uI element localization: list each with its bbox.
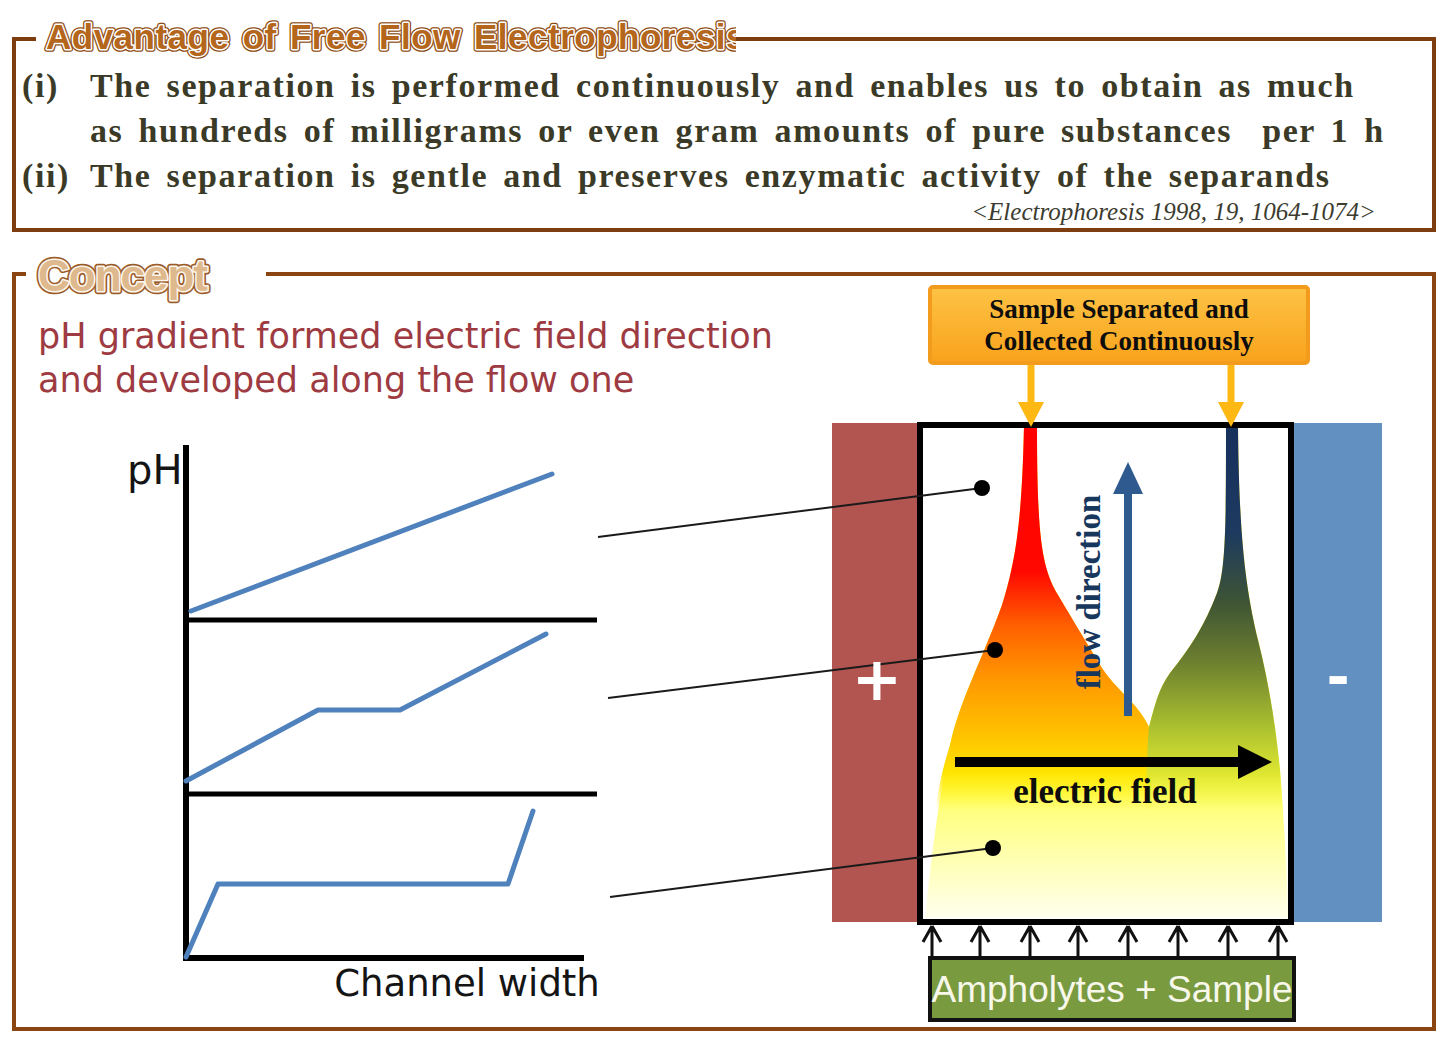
connector-dot-3 — [985, 840, 1001, 856]
flow-direction-label: flow direction — [1071, 495, 1107, 690]
sample-down-arrows — [1018, 365, 1244, 427]
concept-diagram: pH Channel width flow direction electric… — [0, 0, 1448, 1039]
ph-curve-3 — [186, 811, 533, 957]
sample-box-label-line1: Sample Separated and — [989, 294, 1249, 324]
ampholytes-label: Ampholytes + Sample — [932, 969, 1293, 1010]
inlet-arrows — [923, 926, 1287, 958]
connector-dot-2 — [987, 642, 1003, 658]
ph-curve-2 — [186, 634, 546, 781]
electric-field-label: electric field — [1013, 772, 1197, 811]
anode-label: + — [852, 644, 902, 714]
sample-box-label-line2: Collected Continuously — [984, 326, 1254, 356]
x-axis-label: Channel width — [334, 962, 600, 1005]
cathode-label: - — [1326, 644, 1349, 709]
connector-dot-1 — [974, 480, 990, 496]
ph-curve-1 — [191, 474, 552, 611]
y-axis-label: pH — [127, 447, 182, 493]
